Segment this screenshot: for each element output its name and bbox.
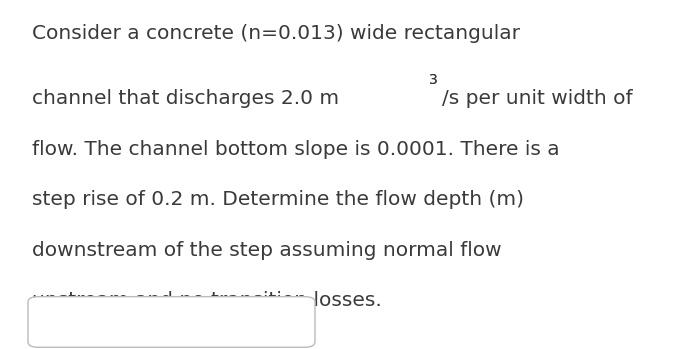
Text: 3: 3 — [429, 73, 438, 87]
Text: channel that discharges 2.0 m: channel that discharges 2.0 m — [32, 89, 339, 108]
Text: downstream of the step assuming normal flow: downstream of the step assuming normal f… — [32, 241, 501, 260]
Text: step rise of 0.2 m. Determine the flow depth (m): step rise of 0.2 m. Determine the flow d… — [32, 190, 524, 209]
Text: upstream and no transition losses.: upstream and no transition losses. — [32, 291, 382, 310]
FancyBboxPatch shape — [28, 297, 315, 347]
Text: 3: 3 — [429, 73, 438, 87]
Text: Consider a concrete (n=0.013) wide rectangular: Consider a concrete (n=0.013) wide recta… — [32, 24, 519, 43]
Text: /s per unit width of: /s per unit width of — [442, 89, 633, 108]
Text: flow. The channel bottom slope is 0.0001. There is a: flow. The channel bottom slope is 0.0001… — [32, 140, 559, 158]
